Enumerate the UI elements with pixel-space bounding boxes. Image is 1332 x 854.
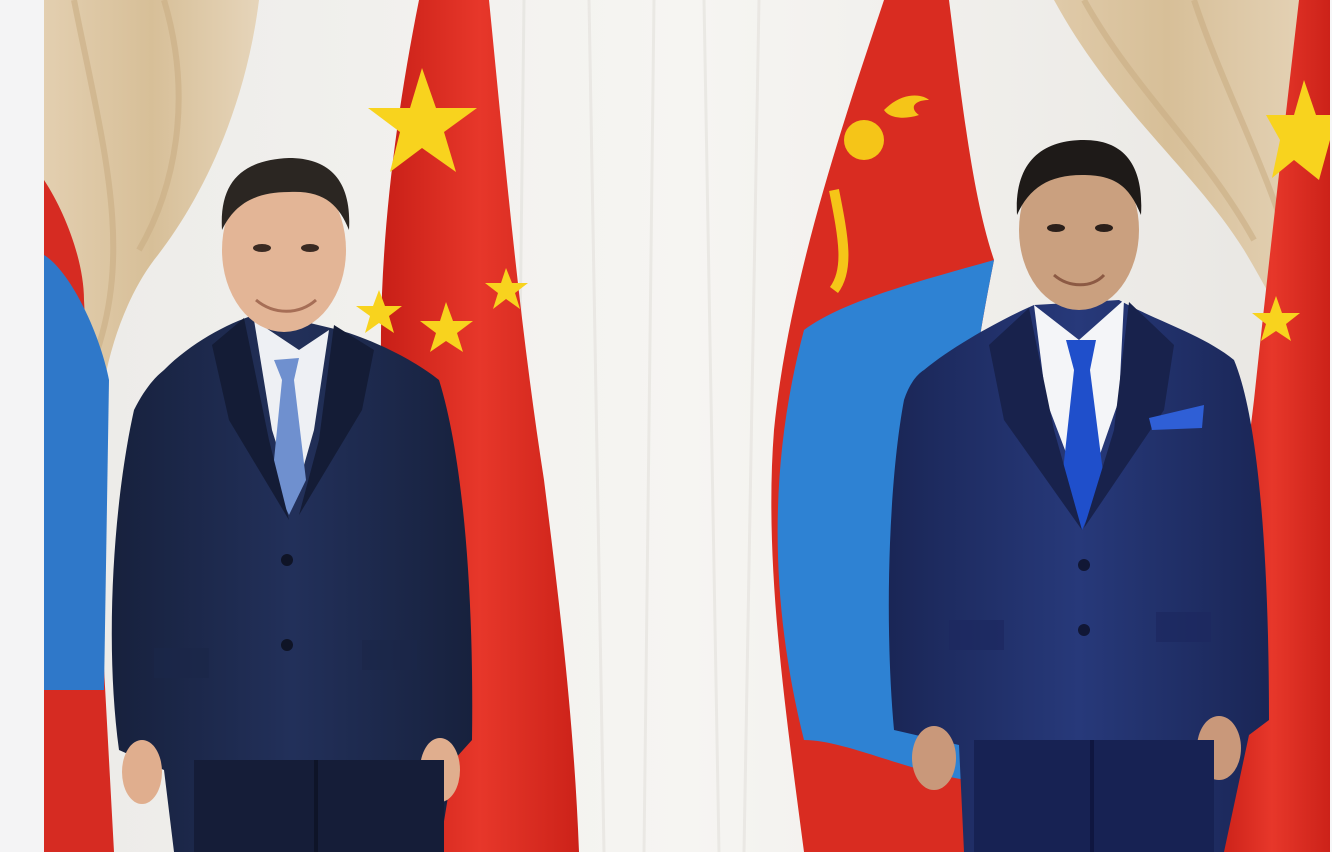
left-head — [222, 168, 346, 332]
soyombo-flame — [884, 95, 929, 118]
right-hair — [1016, 140, 1142, 215]
right-lapel-l — [989, 308, 1082, 530]
left-lapel-l — [212, 318, 289, 520]
page-margin — [0, 0, 44, 854]
right-pocket-l — [949, 620, 1004, 650]
right-pocket-r — [1156, 612, 1211, 642]
left-suit-body — [111, 312, 473, 852]
left-trousers — [194, 760, 444, 852]
right-drape — [1004, 0, 1330, 420]
pocket-square — [1149, 405, 1204, 430]
star-large — [368, 68, 477, 172]
left-pocket-l — [154, 648, 209, 678]
star-small-2 — [356, 290, 402, 333]
left-hand-l — [122, 740, 162, 804]
left-pocket-r — [362, 640, 417, 670]
page-bottom-edge — [0, 852, 1332, 854]
right-lapel-r — [1084, 302, 1174, 528]
right-suit-body — [888, 300, 1269, 852]
star-small-1 — [420, 302, 473, 352]
left-tie — [272, 358, 306, 515]
right-head — [1019, 150, 1139, 310]
news-photo — [44, 0, 1330, 852]
flag-mongolia-left — [44, 180, 114, 852]
right-hand-l — [912, 726, 956, 790]
photo-illustration — [44, 0, 1330, 852]
person-right — [888, 140, 1269, 852]
person-left — [111, 158, 473, 852]
right-tie — [1062, 340, 1104, 530]
star-small-3 — [485, 268, 528, 309]
left-lapel-r — [299, 325, 374, 515]
soyombo-sun — [844, 120, 884, 160]
left-hair — [221, 158, 350, 230]
